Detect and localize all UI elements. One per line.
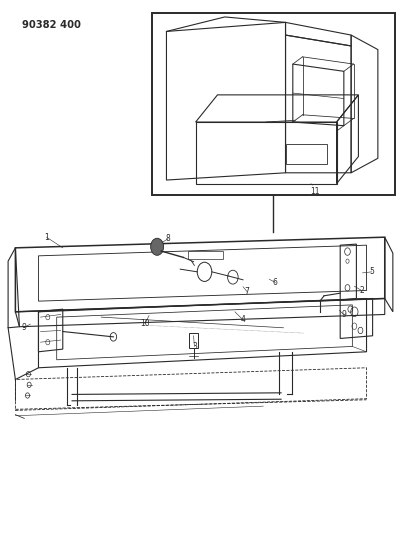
Text: 9: 9 [341, 310, 346, 319]
Text: 90382 400: 90382 400 [22, 20, 81, 30]
Text: 6: 6 [273, 278, 278, 287]
Text: 10: 10 [140, 319, 150, 328]
Text: 7: 7 [245, 287, 249, 296]
Text: 5: 5 [369, 268, 374, 276]
Bar [286, 144, 327, 164]
Bar [152, 13, 395, 195]
Text: 2: 2 [359, 286, 364, 295]
Text: 4: 4 [241, 316, 245, 324]
Text: 8: 8 [166, 235, 171, 243]
Circle shape [151, 238, 164, 255]
Text: 1: 1 [44, 233, 49, 241]
Text: 11: 11 [310, 187, 320, 196]
Text: 3: 3 [192, 342, 197, 351]
Text: 9: 9 [21, 324, 26, 332]
